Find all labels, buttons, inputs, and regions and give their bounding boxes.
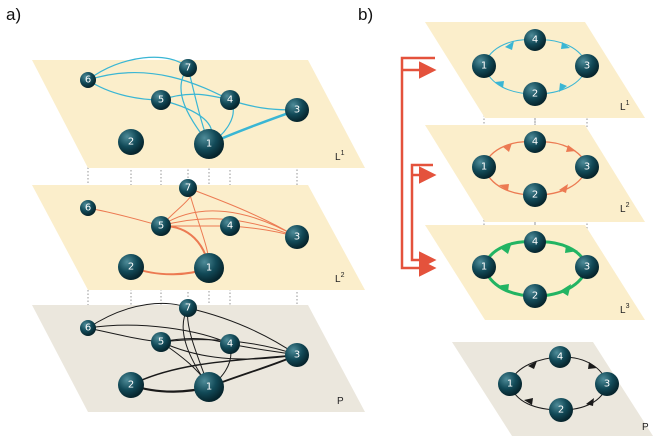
node-label: 7 <box>185 183 191 194</box>
nodes-P-a: 6 7 5 4 3 2 1 <box>80 299 309 402</box>
node-label: 1 <box>206 139 212 150</box>
layer-label-L3-b: L3 <box>620 303 630 316</box>
node-label: 2 <box>558 405 564 416</box>
layer-label-L1-a: L1 <box>335 150 345 163</box>
node-label: 2 <box>128 137 134 148</box>
nodes-L3-b: 1 4 3 2 <box>472 231 599 308</box>
node-label: 6 <box>85 75 91 86</box>
nodes-L2-a: 6 7 5 4 3 2 1 <box>80 179 309 283</box>
node-label: 4 <box>532 35 538 46</box>
node-label: 3 <box>294 350 300 361</box>
node-label: 5 <box>158 221 164 232</box>
outer-bracket-arrow <box>400 56 437 277</box>
node-label: 3 <box>604 379 610 390</box>
node-label: 2 <box>128 380 134 391</box>
node-label: 2 <box>128 262 134 273</box>
node-label: 1 <box>481 162 487 173</box>
layer-label-P-a: P <box>337 396 344 407</box>
inner-bracket-arrow <box>410 163 437 269</box>
node-label: 6 <box>85 323 91 334</box>
node-label: 4 <box>557 352 563 363</box>
node-label: 6 <box>85 203 91 214</box>
nodes-P-b: 1 4 3 2 <box>498 346 619 422</box>
node-label: 3 <box>584 262 590 273</box>
node-label: 2 <box>532 89 538 100</box>
node-label: 1 <box>206 263 212 274</box>
panel-label-a: a) <box>6 5 21 24</box>
layer-label-L1-b: L1 <box>620 100 630 113</box>
nodes-L2-b: 1 4 3 2 <box>472 131 599 207</box>
node-label: 7 <box>185 303 191 314</box>
nodes-L1-b: 1 4 3 2 <box>472 29 599 106</box>
node-label: 4 <box>227 221 233 232</box>
node-label: 4 <box>532 237 538 248</box>
interlayer-arrows <box>400 56 437 277</box>
node-label: 1 <box>206 382 212 393</box>
node-label: 5 <box>158 337 164 348</box>
node-label: 1 <box>481 61 487 72</box>
panel-label-b: b) <box>358 5 373 24</box>
layer-P-a: P <box>32 302 365 412</box>
node-label: 3 <box>294 105 300 116</box>
node-label: 2 <box>532 291 538 302</box>
node-label: 3 <box>294 232 300 243</box>
nodes-L1-a: 6 7 5 4 3 2 1 <box>80 59 309 159</box>
layer-label-L2-a: L2 <box>335 272 345 285</box>
node-label: 5 <box>158 95 164 106</box>
node-label: 3 <box>584 162 590 173</box>
layer-label-L2-b: L2 <box>620 202 630 215</box>
node-label: 7 <box>185 63 191 74</box>
node-label: 2 <box>532 190 538 201</box>
node-label: 4 <box>532 137 538 148</box>
node-label: 4 <box>227 95 233 106</box>
node-label: 1 <box>507 379 513 390</box>
node-label: 4 <box>227 339 233 350</box>
node-label: 3 <box>584 61 590 72</box>
layer-label-P-b: P <box>642 422 649 433</box>
node-label: 1 <box>481 262 487 273</box>
